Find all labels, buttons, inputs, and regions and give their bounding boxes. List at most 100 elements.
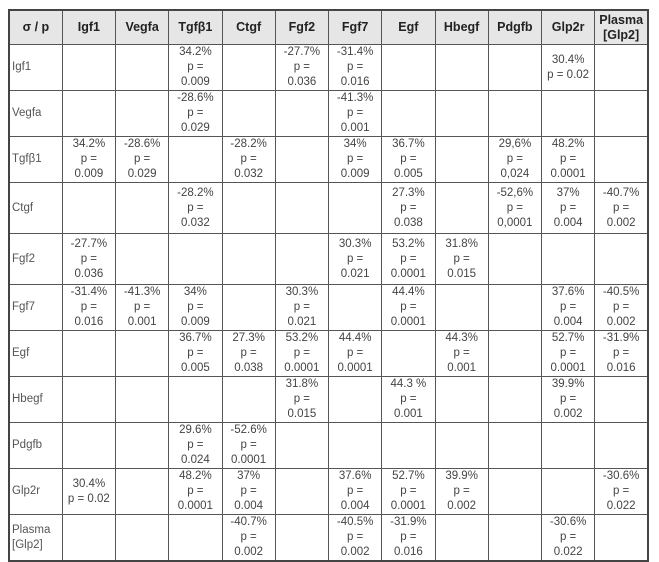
table-cell — [487, 233, 543, 285]
table-cell: -28.6% p = 0.029 — [168, 90, 223, 137]
table-cell — [594, 422, 649, 469]
table-cell — [168, 233, 223, 285]
table-cell: 27.3% p = 0.038 — [381, 182, 436, 234]
table-cell — [114, 182, 170, 234]
row-header: Glp2r — [8, 468, 63, 515]
row-header: Fgf7 — [8, 284, 63, 331]
table-cell: -31.9% p = 0.016 — [594, 330, 649, 377]
table-cell: 39.9% p = 0.002 — [540, 376, 596, 423]
column-header: Plasma [Glp2] — [594, 9, 649, 45]
table-cell — [434, 136, 489, 183]
table-cell: 44.4% p = 0.0001 — [381, 284, 436, 331]
table-cell — [221, 90, 276, 137]
table-cell — [434, 90, 489, 137]
table-cell — [274, 422, 330, 469]
table-cell — [381, 330, 436, 377]
table-cell — [114, 90, 170, 137]
table-cell: 37% p = 0.004 — [221, 468, 276, 515]
row-header: Egf — [8, 330, 63, 377]
table-cell: 30.4% p = 0.02 — [540, 44, 596, 91]
table-cell: -27.7% p = 0.036 — [274, 44, 330, 91]
table-cell — [61, 90, 117, 137]
table-cell: 27.3% p = 0.038 — [221, 330, 276, 377]
table-cell: -30.6% p = 0.022 — [594, 468, 649, 515]
table-cell: -31.4% p = 0.016 — [61, 284, 117, 331]
table-cell: 37.6% p = 0.004 — [327, 468, 383, 515]
table-cell — [61, 44, 117, 91]
table-cell — [61, 514, 117, 562]
table-cell — [434, 514, 489, 562]
table-cell: 52.7% p = 0.0001 — [540, 330, 596, 377]
table-cell — [221, 284, 276, 331]
table-cell — [61, 376, 117, 423]
table-cell: -28.2% p = 0.032 — [221, 136, 276, 183]
table-cell — [274, 136, 330, 183]
table-cell — [540, 233, 596, 285]
table-cell — [61, 182, 117, 234]
row-header: Pdgfb — [8, 422, 63, 469]
table-cell — [168, 376, 223, 423]
table-cell — [434, 284, 489, 331]
table-cell — [487, 422, 543, 469]
table-row: Plasma [Glp2] -40.7% p = 0.002 -40.5% p = … — [8, 514, 649, 562]
table-cell: 34% p = 0.009 — [327, 136, 383, 183]
table-cell — [487, 330, 543, 377]
table-cell: 53.2% p = 0.0001 — [381, 233, 436, 285]
row-header: Tgfβ1 — [8, 136, 63, 183]
table-cell — [221, 44, 276, 91]
table-cell: 30.3% p = 0.021 — [274, 284, 330, 331]
header-row: σ / p Igf1 Vegfa Tgfβ1 Ctgf Fgf2 Fgf7 Egf Hbegf… — [8, 9, 649, 45]
table-cell — [434, 182, 489, 234]
column-header: Vegfa — [114, 9, 170, 45]
table-cell — [594, 44, 649, 91]
table-cell: 31.8% p = 0.015 — [274, 376, 330, 423]
table-cell: 31.8% p = 0.015 — [434, 233, 489, 285]
table-cell: 30.4% p = 0.02 — [61, 468, 117, 515]
table-cell — [540, 90, 596, 137]
table-cell: -28.6% p = 0.029 — [114, 136, 170, 183]
column-header: Egf — [381, 9, 436, 45]
table-cell — [327, 422, 383, 469]
table-cell: -52.6% p = 0.0001 — [221, 422, 276, 469]
table-cell — [594, 136, 649, 183]
table-cell — [540, 468, 596, 515]
table-cell: 37.6% p = 0.004 — [540, 284, 596, 331]
table-cell — [487, 90, 543, 137]
table-cell: 52.7% p = 0.0001 — [381, 468, 436, 515]
table-cell — [114, 422, 170, 469]
table-cell: 30.3% p = 0.021 — [327, 233, 383, 285]
row-header: Igf1 — [8, 44, 63, 91]
table-row: Glp2r 30.4% p = 0.02 48.2% p = 0.0001 37% p… — [8, 468, 649, 515]
table-cell — [114, 514, 170, 562]
table-cell — [114, 468, 170, 515]
column-header: Fgf2 — [274, 9, 330, 45]
table-cell — [327, 182, 383, 234]
table-cell — [114, 233, 170, 285]
column-header: Glp2r — [540, 9, 596, 45]
row-header: Hbegf — [8, 376, 63, 423]
table-cell: 34.2% p = 0.009 — [168, 44, 223, 91]
table-cell: -52,6% p = 0,0001 — [487, 182, 543, 234]
table-cell: 44.3 % p = 0.001 — [381, 376, 436, 423]
row-header: Vegfa — [8, 90, 63, 137]
table-cell: -31.4% p = 0.016 — [327, 44, 383, 91]
table-cell — [61, 422, 117, 469]
table-cell — [540, 422, 596, 469]
table-cell: 44.3% p = 0.001 — [434, 330, 489, 377]
table-cell — [274, 514, 330, 562]
table-cell — [434, 376, 489, 423]
table-cell: -31.9% p = 0.016 — [381, 514, 436, 562]
table-cell: 39.9% p = 0.002 — [434, 468, 489, 515]
table-cell — [594, 233, 649, 285]
table-cell — [594, 376, 649, 423]
table-cell: -27.7% p = 0.036 — [61, 233, 117, 285]
table-row: Hbegf 31.8% p = 0.015 44.3 % p = 0.001 39.9… — [8, 376, 649, 423]
table-cell — [114, 44, 170, 91]
table-cell: 48.2% p = 0.0001 — [540, 136, 596, 183]
table-cell — [168, 514, 223, 562]
table-cell: 29.6% p = 0.024 — [168, 422, 223, 469]
table-cell: 53.2% p = 0.0001 — [274, 330, 330, 377]
table-cell — [327, 376, 383, 423]
table-cell: -40.5% p = 0.002 — [327, 514, 383, 562]
table-cell: 34.2% p = 0.009 — [61, 136, 117, 183]
